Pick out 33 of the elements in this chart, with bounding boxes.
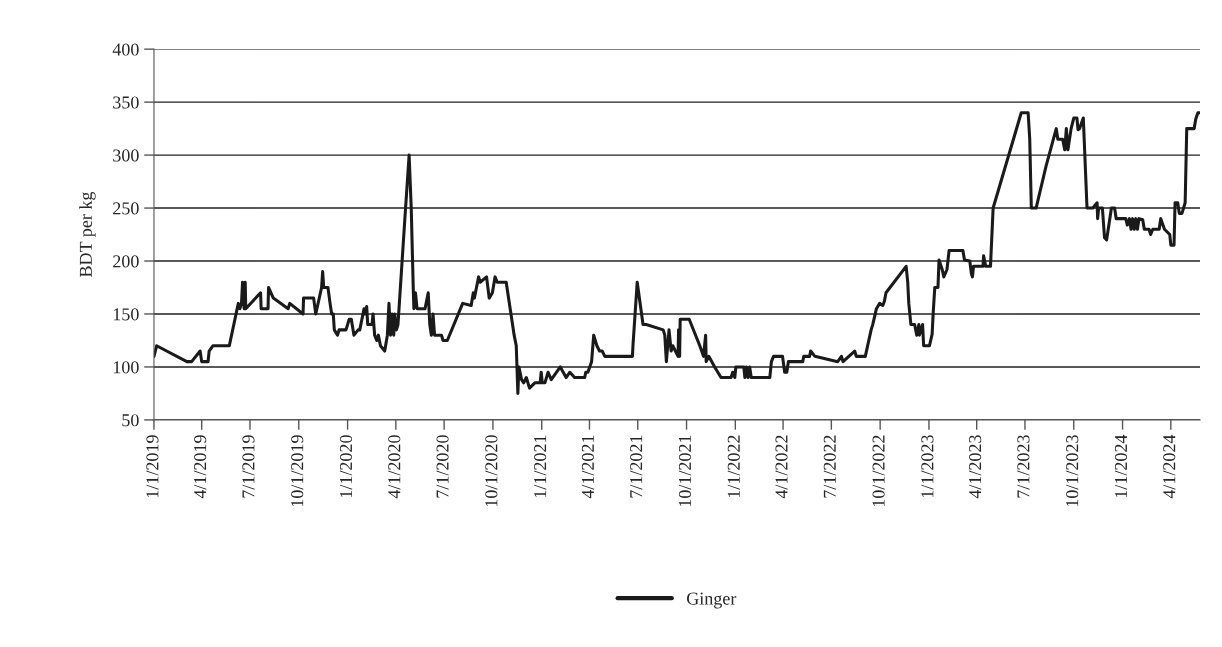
- x-tick-label: 1/1/2022: [727, 435, 740, 498]
- x-tick-label: 10/1/2020: [485, 435, 498, 507]
- x-tick-label: 7/1/2022: [823, 435, 836, 498]
- x-tick-label: 4/1/2020: [388, 435, 401, 499]
- x-tick-label: 7/1/2021: [630, 435, 643, 498]
- x-tick-label: 7/1/2019: [242, 435, 255, 498]
- y-tick-label: 400: [112, 43, 139, 56]
- x-tick-label: 1/1/2023: [921, 435, 934, 498]
- line-series: [153, 111, 1200, 395]
- x-tick-label: 4/1/2023: [969, 435, 982, 499]
- x-tick-label: 1/1/2024: [1114, 434, 1128, 498]
- x-tick-label: 7/1/2023: [1017, 435, 1030, 498]
- x-tick-label: 1/1/2020: [339, 435, 353, 498]
- legend-label: Ginger: [686, 592, 737, 609]
- x-tick-label: 1/1/2021: [534, 435, 547, 498]
- y-tick-label: 300: [113, 149, 139, 162]
- x-tick-label: 1/1/2019: [146, 435, 159, 498]
- x-tick-label: 10/1/2019: [291, 435, 304, 507]
- y-tick-label: 250: [113, 202, 139, 215]
- y-tick-label: 350: [113, 96, 139, 109]
- y-tick-label: 100: [113, 361, 139, 374]
- y-axis-title: BDT per kg: [79, 191, 96, 277]
- x-tick-label: 4/1/2022: [775, 435, 788, 499]
- x-tick-label: 4/1/2021: [581, 435, 594, 499]
- y-tick-label: 200: [113, 255, 139, 268]
- y-tick-label: 150: [113, 308, 139, 321]
- x-tick-label: 10/1/2023: [1066, 435, 1079, 507]
- y-tick-label: 50: [122, 414, 139, 427]
- x-tick-label: 10/1/2021: [678, 435, 692, 507]
- x-tick-label: 4/1/2024: [1163, 434, 1176, 499]
- x-tick-label: 4/1/2019: [194, 435, 207, 499]
- x-tick-label: 7/1/2020: [436, 435, 449, 498]
- x-tick-label: 10/1/2022: [872, 435, 885, 507]
